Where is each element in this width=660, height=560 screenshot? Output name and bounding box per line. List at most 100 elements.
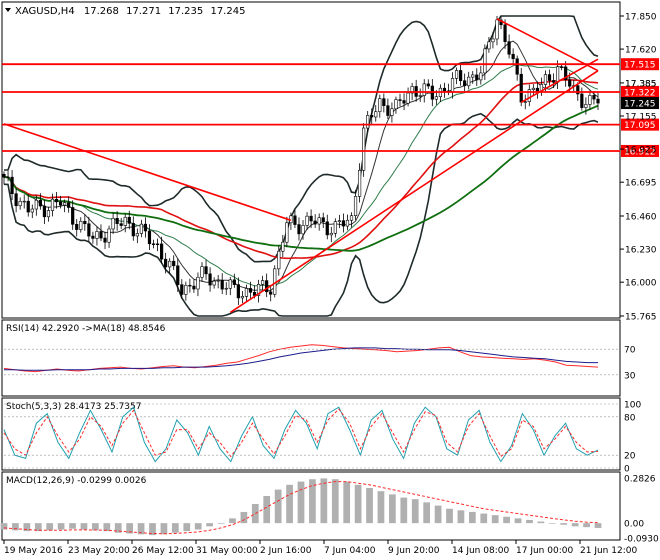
macd-plot — [0, 478, 602, 536]
macd-histogram-bar — [206, 523, 213, 527]
time-tick-label: 14 Jun 08:00 — [452, 546, 509, 556]
candle-body — [265, 280, 269, 293]
time-tick-label: 7 Jun 04:00 — [324, 546, 376, 556]
macd-histogram-bar — [434, 505, 442, 524]
macd-histogram-bar — [0, 523, 8, 530]
macd-histogram-bar — [274, 489, 282, 524]
macd-tick-label: 0.2826 — [624, 475, 656, 485]
symbol-label: XAGUSD,H4 — [15, 6, 75, 17]
macd-histogram-bar — [389, 494, 396, 524]
candle-body — [42, 205, 47, 218]
candle-body — [329, 232, 333, 236]
candle-body — [459, 70, 463, 82]
time-axis: 19 May 2016 23 May 20:00 26 May 12:00 31 Ma… — [3, 540, 637, 556]
macd-histogram-bar — [103, 523, 111, 532]
dropdown-arrow-icon[interactable] — [5, 8, 11, 12]
close-value: 17.245 — [210, 6, 245, 17]
candle-body — [362, 127, 366, 171]
macd-histogram-bar — [377, 491, 385, 524]
candle-body — [168, 260, 172, 268]
price-tick-label: 17.850 — [625, 13, 657, 23]
macd-histogram-bar — [69, 523, 76, 529]
candle-body — [14, 193, 18, 207]
candle-body — [26, 200, 30, 213]
macd-histogram-bar — [423, 502, 431, 524]
level-price-label: 17.095 — [624, 121, 656, 131]
candle-body — [588, 95, 592, 105]
time-tick-label: 19 May 2016 — [4, 546, 63, 556]
candle-body — [398, 99, 402, 101]
macd-histogram-bar — [23, 523, 31, 532]
candle-body — [370, 115, 374, 118]
time-tick-label: 23 May 20:00 — [68, 546, 130, 556]
candle-body — [366, 115, 370, 129]
candle-body — [151, 243, 156, 245]
candle-body — [196, 276, 200, 290]
macd-histogram-bar — [286, 484, 293, 524]
candle-body — [503, 24, 507, 42]
candle-body — [491, 38, 495, 43]
candle-body — [402, 100, 406, 104]
candle-body — [240, 296, 245, 299]
price-tick-label: 16.230 — [625, 246, 657, 256]
candle-body — [450, 78, 455, 93]
candle-body — [155, 243, 160, 245]
candle-body — [555, 66, 560, 83]
macd-histogram-bar — [343, 481, 351, 524]
candle-body — [321, 217, 325, 223]
candle-body — [107, 228, 111, 243]
level-price-tag — [621, 58, 659, 71]
candle-body — [261, 280, 265, 285]
price-axis: 17.515 17.322 17.095 16.912 17.850 17.620 17.3… — [620, 13, 659, 323]
candle-body — [317, 217, 321, 225]
candle-body — [560, 66, 564, 68]
candle-body — [188, 284, 192, 287]
candle-body — [192, 285, 196, 290]
macd-histogram-bar — [411, 499, 419, 524]
candle-body — [592, 95, 596, 100]
oscillator-tick-label: 100 — [624, 401, 641, 411]
candle-body — [337, 220, 341, 222]
svg-text:XAGUSD,H4 17.268 1: XAGUSD,H4 17.268 17.271 17.235 17.245 — [15, 6, 245, 17]
candle-body — [172, 260, 176, 267]
candle-body — [313, 220, 317, 225]
candle-body — [325, 221, 329, 236]
candle-body — [382, 98, 386, 106]
macd-axis: 0.2826 0.00 -0.0930 — [624, 475, 659, 545]
candle-body — [34, 199, 38, 210]
macd-title: MACD(12,26,9) -0.0299 0.0026 — [6, 476, 147, 486]
candle-body — [543, 74, 548, 85]
candle-body — [176, 265, 180, 285]
level-price-label: 17.322 — [624, 88, 656, 98]
macd-histogram-bar — [446, 508, 453, 524]
macd-histogram-bar — [194, 523, 202, 530]
candle-body — [18, 201, 22, 207]
candle-body — [224, 287, 228, 290]
candle-body — [531, 87, 535, 90]
macd-histogram-bar — [503, 516, 510, 524]
bollinger-lower-band — [3, 112, 599, 317]
macd-signal-line — [3, 481, 599, 535]
candle-body — [127, 216, 131, 224]
fast-ma-line — [4, 40, 599, 292]
candle-body — [91, 235, 95, 239]
rsi-14--line — [3, 344, 599, 373]
candle-body — [467, 76, 471, 87]
bollinger-upper-band — [4, 15, 599, 263]
candle-body — [30, 208, 34, 213]
candle-body — [285, 222, 289, 243]
level-price-tag — [621, 85, 659, 98]
price-tick-label: 15.765 — [625, 313, 657, 323]
candle-body — [511, 53, 515, 60]
candle-body — [547, 74, 552, 81]
level-price-tag — [621, 118, 659, 131]
candle-body — [204, 266, 208, 275]
macd-histogram-bar — [160, 523, 168, 535]
candle-body — [200, 266, 204, 278]
candle-body — [519, 73, 523, 103]
price-plot — [2, 15, 620, 317]
candle-body — [277, 250, 281, 270]
candle-body — [483, 48, 487, 74]
macd-histogram-bar — [240, 511, 248, 524]
candle-body — [87, 223, 91, 237]
